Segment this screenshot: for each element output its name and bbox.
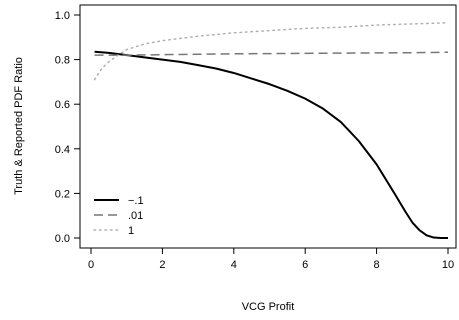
series-line-2 bbox=[94, 51, 449, 56]
legend: −.1 .01 1 bbox=[93, 195, 144, 237]
y-axis-label: Truth & Reported PDF Ratio bbox=[13, 57, 25, 195]
legend-label-3: 1 bbox=[128, 225, 134, 237]
y-tick-label: 0.8 bbox=[55, 55, 70, 67]
x-tick-label: 4 bbox=[231, 259, 237, 271]
series-line-3 bbox=[93, 22, 449, 81]
y-tick-label: 1.0 bbox=[55, 10, 70, 22]
y-tick-label: 0.6 bbox=[55, 99, 70, 111]
series-line-1 bbox=[94, 50, 448, 239]
series-layer bbox=[93, 22, 449, 239]
x-tick-label: 6 bbox=[302, 259, 308, 271]
y-tick-label: 0.4 bbox=[55, 144, 70, 156]
y-tick-label: 0.2 bbox=[55, 188, 70, 200]
x-axis-label: VCG Profit bbox=[242, 301, 295, 313]
x-tick-label: 2 bbox=[159, 259, 165, 271]
legend-label-1: −.1 bbox=[128, 195, 144, 207]
x-tick-label: 0 bbox=[88, 259, 94, 271]
x-axis-ticks: 0 2 4 6 8 10 bbox=[88, 248, 454, 271]
y-axis-ticks: 0.0 0.2 0.4 0.6 0.8 1.0 bbox=[55, 10, 80, 245]
x-tick-label: 10 bbox=[442, 259, 454, 271]
plot-frame bbox=[79, 4, 457, 249]
x-tick-label: 8 bbox=[374, 259, 380, 271]
legend-label-2: .01 bbox=[128, 210, 143, 222]
y-tick-label: 0.0 bbox=[55, 233, 70, 245]
